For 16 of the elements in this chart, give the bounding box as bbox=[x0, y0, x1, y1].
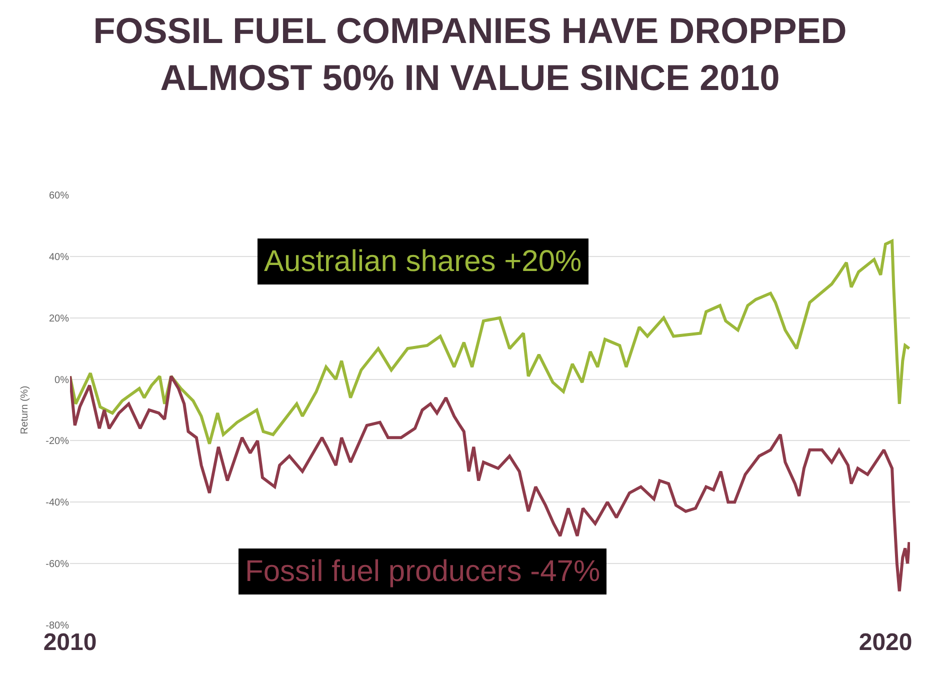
y-tick-label: 40% bbox=[48, 252, 70, 263]
series-label: Fossil fuel producers -47% bbox=[245, 555, 600, 588]
x-tick-label: 2010 bbox=[43, 629, 97, 656]
chart-title: FOSSIL FUEL COMPANIES HAVE DROPPED ALMOST 50% IN VALUE SINCE 2010 bbox=[93, 10, 847, 98]
text: Australian shares +20% bbox=[264, 245, 582, 278]
y-tick-label: 0% bbox=[54, 374, 70, 386]
y-tick-label: -40% bbox=[46, 498, 70, 509]
x-tick-label: 2020 bbox=[858, 629, 912, 656]
y-tick-label: 60% bbox=[48, 190, 70, 202]
line-series bbox=[70, 374, 910, 593]
y-tick-label: -80% bbox=[46, 620, 70, 632]
y-tick-label: -60% bbox=[46, 559, 70, 570]
y-axis-title: Return (%) bbox=[20, 386, 31, 434]
y-tick-label: 20% bbox=[48, 313, 70, 324]
y-tick-label: -20% bbox=[46, 436, 70, 448]
line-series bbox=[70, 240, 910, 446]
